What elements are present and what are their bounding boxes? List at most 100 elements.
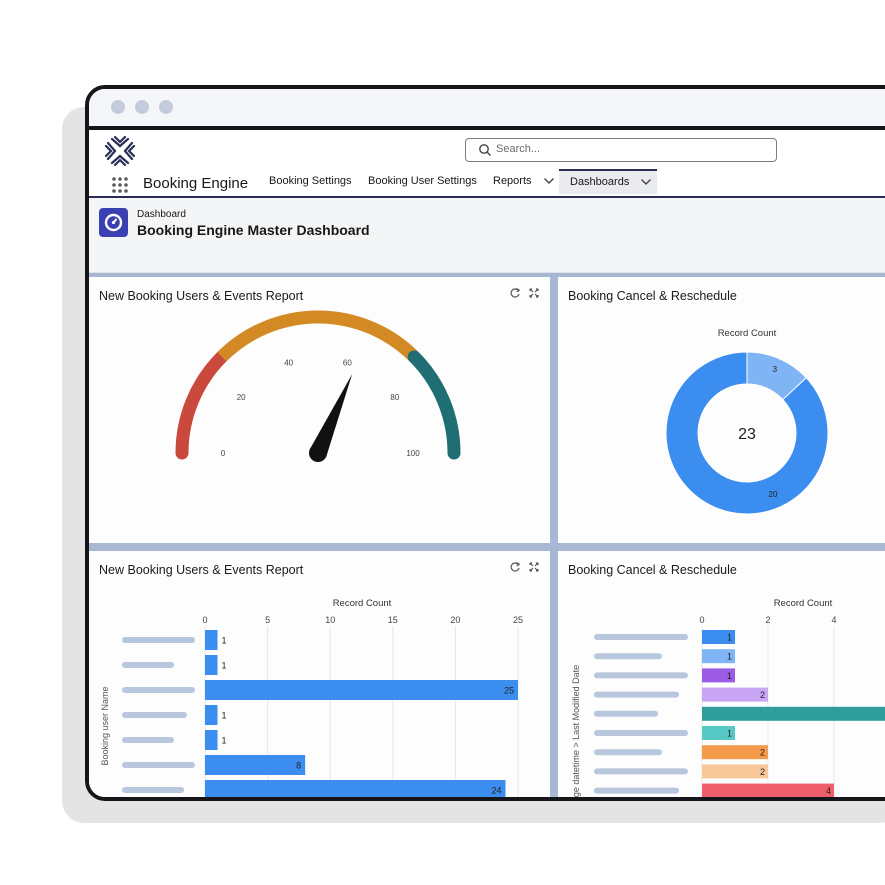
global-header: Search... Booking Engine Booking Setting… [89, 130, 885, 198]
chevron-down-icon[interactable] [543, 177, 555, 185]
bar-chart-users: Record Count 0 5 10 15 20 25 Booking user Name 1… [100, 598, 523, 797]
gauge-tick-label: 40 [284, 359, 293, 368]
x-tick-label: 0 [699, 615, 704, 625]
bar-value-label: 1 [727, 671, 732, 681]
x-tick-label: 0 [202, 615, 207, 625]
window-dot[interactable] [159, 100, 173, 114]
category-label-placeholder [122, 712, 187, 718]
category-label-placeholder [594, 672, 688, 679]
donut-slice [665, 351, 829, 515]
refresh-icon[interactable] [510, 288, 521, 298]
bar-chart-cancel: Record Count 0 2 4 ge datetime > Last Modifi… [571, 598, 885, 797]
tab-dashboards[interactable]: Dashboards [559, 169, 657, 194]
category-label-placeholder [122, 662, 174, 668]
bar [702, 726, 735, 740]
category-label-placeholder [594, 768, 688, 775]
gauge-band [175, 350, 229, 460]
window-titlebar [89, 89, 885, 130]
search-placeholder: Search... [496, 143, 541, 155]
bar [205, 730, 218, 750]
bar-value-label: 1 [727, 652, 732, 662]
tab-label: Reports [493, 175, 532, 187]
bar-value-label: 1 [222, 636, 227, 646]
x-axis-title: Record Count [774, 598, 833, 609]
x-tick-label: 4 [831, 615, 836, 625]
category-label-placeholder [594, 730, 688, 736]
category-label-placeholder [122, 637, 195, 643]
gauge-card: New Booking Users & Events Report 0 20 40 6… [89, 277, 550, 543]
window-dot[interactable] [135, 100, 149, 114]
bar-value-label: 2 [760, 767, 765, 777]
bar [702, 630, 735, 644]
chevron-down-icon[interactable] [640, 178, 652, 186]
gauge-tick-label: 0 [221, 449, 226, 458]
bar [702, 687, 768, 702]
gauge-tick-label: 20 [237, 393, 246, 402]
gauge-needle [309, 374, 353, 457]
bar-value-label: 2 [760, 690, 765, 700]
x-tick-label: 10 [325, 615, 335, 625]
bar-value-label: 25 [504, 686, 514, 696]
salesforce-app: Search... Booking Engine Booking Setting… [89, 130, 885, 797]
expand-icon[interactable] [529, 562, 539, 572]
category-label-placeholder [594, 691, 679, 698]
x-tick-label: 20 [450, 615, 460, 625]
category-label-placeholder [122, 787, 184, 793]
category-label-placeholder [594, 787, 679, 794]
bar-value-label: 1 [727, 729, 732, 739]
bar [702, 649, 735, 664]
bar [702, 764, 768, 779]
global-search-input[interactable]: Search... [465, 138, 777, 162]
donut-chart: Record Count 20 3 23 [665, 328, 829, 515]
bar [702, 706, 885, 721]
dashboard-grid: New Booking Users & Events Report 0 20 40 6… [89, 273, 885, 797]
bar-value-label: 1 [727, 633, 732, 643]
app-name: Booking Engine [143, 175, 249, 192]
gauge-band [407, 350, 461, 460]
card-title: Booking Cancel & Reschedule [568, 563, 737, 577]
page-header: Dashboard Booking Engine Master Dashboar… [89, 198, 885, 273]
category-label-placeholder [594, 634, 688, 640]
bar-value-label: 1 [222, 661, 227, 671]
y-axis-title: Booking user Name [100, 686, 110, 765]
card-title: New Booking Users & Events Report [99, 563, 304, 577]
card-actions [510, 288, 539, 298]
refresh-icon[interactable] [510, 562, 521, 572]
card-actions [510, 562, 539, 572]
category-label-placeholder [594, 749, 662, 756]
category-label-placeholder [594, 653, 662, 660]
tab-reports[interactable]: Reports [493, 169, 555, 194]
donut-slice [746, 351, 807, 401]
bar-value-label: 2 [760, 748, 765, 758]
tab-booking-settings[interactable]: Booking Settings [269, 169, 352, 194]
x-axis-title: Record Count [333, 598, 392, 609]
card-title: Booking Cancel & Reschedule [568, 289, 737, 303]
x-tick-label: 2 [765, 615, 770, 625]
gauge-tick-label: 80 [390, 393, 399, 402]
tab-label: Booking User Settings [368, 175, 477, 187]
gauge-needle-hub [309, 444, 327, 462]
dashboard-icon [99, 208, 128, 237]
tab-label: Booking Settings [269, 175, 352, 187]
window-dot[interactable] [111, 100, 125, 114]
bar-value-label: 24 [491, 786, 501, 796]
bar [702, 668, 735, 683]
tab-booking-user-settings[interactable]: Booking User Settings [368, 169, 477, 194]
category-label-placeholder [122, 762, 195, 768]
bar-value-label: 1 [222, 711, 227, 721]
card-title: New Booking Users & Events Report [99, 289, 304, 303]
bar-value-label: 8 [296, 761, 301, 771]
bar [205, 655, 218, 675]
browser-window: Search... Booking Engine Booking Setting… [85, 85, 885, 801]
app-launcher-icon[interactable] [111, 176, 129, 194]
bar [702, 783, 834, 797]
expand-icon[interactable] [529, 288, 539, 298]
page-kicker: Dashboard [137, 209, 186, 220]
x-tick-label: 15 [388, 615, 398, 625]
bar-card-cancel: Booking Cancel & Reschedule Record Count… [558, 551, 885, 797]
x-tick-label: 5 [265, 615, 270, 625]
gauge-tick-label: 100 [406, 449, 420, 458]
donut-total: 23 [738, 426, 756, 443]
donut-slice-label: 20 [769, 490, 778, 499]
bar [205, 780, 506, 797]
